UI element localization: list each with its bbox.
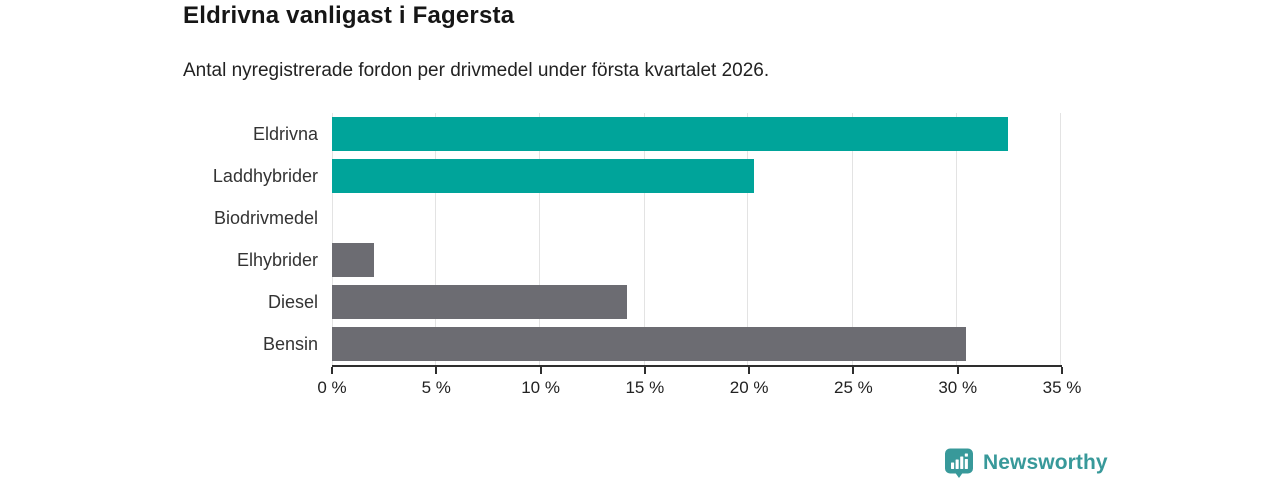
category-label: Bensin [262,333,318,354]
category-label: Eldrivna [252,123,318,144]
x-axis-tick-label: 10 % [521,378,560,397]
x-axis-tick-label: 0 % [317,378,347,397]
x-axis-tick [956,367,959,374]
category-axis-labels: Eldrivna Laddhybrider Biodrivmedel Elhybrid… [0,113,318,365]
x-axis-tick-label: 25 % [834,378,873,397]
category-label: Laddhybrider [212,165,318,186]
x-axis-tick [539,367,542,374]
x-axis-tick [643,367,646,374]
bar-chart-plot [331,113,1061,365]
bar-row [332,281,1060,323]
bar-laddhybrider [332,159,755,193]
category-label: Biodrivmedel [213,207,318,228]
x-axis-tick [748,367,751,374]
x-axis: 0 % 5 % 10 % 15 % 20 % 25 % 30 % 35 % [317,365,1081,407]
gridline [539,113,541,365]
gridline [1059,113,1061,365]
newsworthy-logo-icon [943,447,975,479]
x-axis-tick [331,367,333,374]
x-axis-tick [435,367,438,374]
bar-bensin [332,327,967,361]
bar-row [332,197,1060,239]
bar-row [332,323,1060,365]
x-axis-tick [852,367,855,374]
gridline [747,113,749,365]
newsworthy-logo[interactable]: Newsworthy [943,447,1108,479]
x-axis-tick [1061,367,1063,374]
chart-title: Eldrivna vanligast i Fagersta [183,2,515,29]
category-label: Elhybrider [236,249,318,270]
x-axis-tick-label: 30 % [938,378,978,397]
x-axis-tick-label: 20 % [729,378,769,397]
gridline [435,113,437,365]
bar-eldrivna [332,117,1008,151]
x-axis-tick-label: 15 % [625,378,665,397]
x-axis-tick-label: 35 % [1042,378,1082,397]
bar-elhybrider [332,243,374,277]
bar-diesel [332,285,628,319]
newsworthy-logo-text: Newsworthy [983,451,1108,474]
bar-row [332,239,1060,281]
gridline [851,113,853,365]
gridline [331,113,333,365]
bar-row [332,155,1060,197]
gridline [955,113,957,365]
gridline [643,113,645,365]
bar-row [332,113,1060,155]
chart-subtitle: Antal nyregistrerade fordon per drivmede… [183,60,770,81]
x-axis-tick-label: 5 % [421,378,451,397]
bar-rows [332,113,1060,365]
category-label: Diesel [267,291,318,312]
